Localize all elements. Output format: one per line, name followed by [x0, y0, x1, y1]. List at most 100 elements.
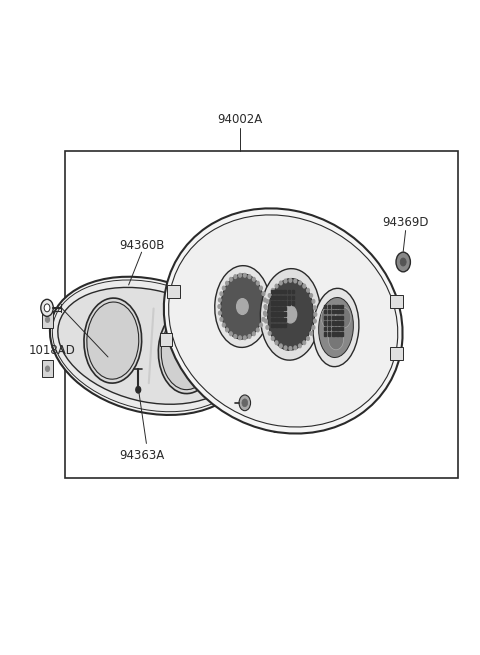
- Ellipse shape: [319, 297, 353, 358]
- Circle shape: [396, 252, 410, 272]
- Ellipse shape: [221, 274, 264, 339]
- Circle shape: [220, 318, 223, 321]
- Circle shape: [284, 279, 287, 283]
- Bar: [336, 305, 339, 308]
- Circle shape: [247, 369, 251, 375]
- Bar: [328, 332, 330, 335]
- Bar: [324, 310, 326, 313]
- Text: 1018AD: 1018AD: [29, 344, 76, 357]
- Ellipse shape: [215, 266, 270, 347]
- Circle shape: [284, 346, 287, 350]
- Ellipse shape: [161, 312, 213, 390]
- Circle shape: [336, 307, 351, 328]
- Circle shape: [289, 346, 292, 350]
- Bar: [283, 295, 286, 299]
- Circle shape: [229, 332, 232, 335]
- Bar: [42, 360, 53, 377]
- Circle shape: [218, 298, 221, 302]
- Text: 94360B: 94360B: [119, 239, 164, 252]
- Circle shape: [313, 306, 316, 310]
- Circle shape: [136, 386, 141, 393]
- Circle shape: [41, 299, 53, 316]
- Ellipse shape: [260, 269, 321, 360]
- Text: 94363A: 94363A: [119, 449, 164, 462]
- Bar: [279, 290, 282, 293]
- Circle shape: [239, 336, 241, 340]
- Circle shape: [271, 337, 274, 341]
- Circle shape: [310, 293, 312, 297]
- Bar: [291, 295, 294, 299]
- Bar: [390, 295, 403, 308]
- Bar: [324, 321, 326, 324]
- Circle shape: [284, 306, 297, 323]
- Circle shape: [289, 278, 292, 282]
- Bar: [275, 290, 277, 293]
- Circle shape: [243, 336, 246, 340]
- Ellipse shape: [267, 278, 313, 350]
- Circle shape: [312, 326, 315, 329]
- Ellipse shape: [87, 302, 139, 379]
- Circle shape: [268, 293, 271, 297]
- Bar: [271, 290, 274, 293]
- Bar: [283, 324, 286, 327]
- Bar: [340, 321, 343, 324]
- Circle shape: [237, 299, 248, 314]
- Bar: [340, 332, 343, 335]
- Bar: [275, 324, 277, 327]
- Circle shape: [46, 366, 49, 371]
- Circle shape: [46, 317, 49, 322]
- Bar: [65, 151, 458, 478]
- Circle shape: [299, 281, 301, 285]
- Circle shape: [321, 307, 336, 328]
- Bar: [340, 310, 343, 313]
- Bar: [279, 307, 282, 310]
- Bar: [244, 314, 254, 331]
- Circle shape: [307, 337, 310, 341]
- Circle shape: [303, 284, 306, 288]
- Circle shape: [294, 346, 297, 350]
- Circle shape: [226, 282, 228, 285]
- Bar: [288, 290, 290, 293]
- Circle shape: [256, 328, 259, 331]
- Circle shape: [262, 318, 265, 321]
- Circle shape: [314, 312, 317, 316]
- Bar: [275, 295, 277, 299]
- Bar: [328, 321, 330, 324]
- Bar: [244, 364, 254, 381]
- Circle shape: [239, 395, 251, 411]
- Circle shape: [264, 319, 267, 323]
- Circle shape: [279, 281, 282, 285]
- Bar: [288, 301, 290, 305]
- Circle shape: [242, 399, 248, 407]
- Bar: [340, 316, 343, 319]
- Ellipse shape: [158, 309, 216, 394]
- Circle shape: [313, 319, 316, 323]
- Text: 84747: 84747: [271, 422, 309, 436]
- Ellipse shape: [164, 208, 403, 434]
- Bar: [279, 301, 282, 305]
- Bar: [332, 332, 335, 335]
- Circle shape: [264, 312, 267, 316]
- Bar: [279, 312, 282, 316]
- Circle shape: [256, 282, 259, 285]
- Bar: [332, 321, 335, 324]
- Bar: [328, 310, 330, 313]
- Circle shape: [252, 332, 255, 335]
- Ellipse shape: [168, 215, 398, 427]
- Bar: [336, 332, 339, 335]
- Bar: [336, 310, 339, 313]
- Circle shape: [260, 323, 263, 327]
- Circle shape: [271, 288, 274, 292]
- Bar: [288, 295, 290, 299]
- Bar: [283, 318, 286, 321]
- Circle shape: [229, 278, 232, 281]
- Bar: [332, 310, 335, 313]
- Bar: [271, 312, 274, 316]
- Circle shape: [247, 320, 251, 326]
- Text: 94369D: 94369D: [383, 216, 429, 229]
- Bar: [336, 327, 339, 330]
- Circle shape: [266, 299, 269, 303]
- Circle shape: [294, 279, 297, 283]
- Bar: [340, 305, 343, 308]
- Circle shape: [243, 273, 246, 277]
